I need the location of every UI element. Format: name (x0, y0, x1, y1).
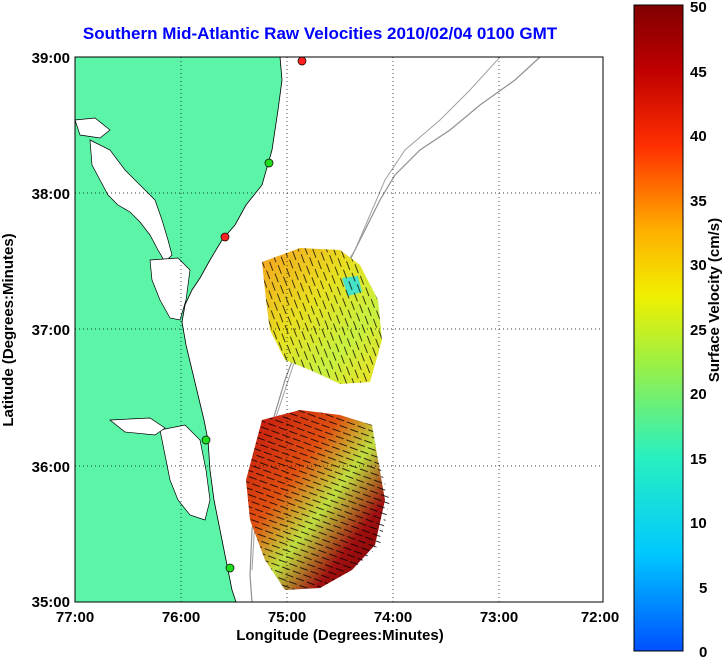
station-marker (220, 232, 230, 242)
colorbar-label: Surface Velocity (cm/s) (706, 218, 723, 382)
x-tick-label: 76:00 (162, 609, 200, 626)
pamlico-sound (159, 424, 211, 521)
colorbar-tick: 15 (690, 451, 707, 468)
grid (75, 57, 603, 602)
colorbar-tick: 10 (690, 515, 707, 532)
bay-mouth (149, 257, 191, 321)
colorbar-tick: 35 (690, 193, 707, 210)
y-tick-label: 38:00 (32, 186, 70, 203)
y-axis-label: Latitude (Degrees:Minutes) (0, 233, 17, 426)
x-tick-label: 73:00 (480, 609, 518, 626)
colorbar-tick: 30 (690, 257, 707, 274)
colorbar-tick: 20 (690, 386, 707, 403)
map-title: Southern Mid-Atlantic Raw Velocities 201… (82, 24, 558, 43)
x-tick-label: 77:00 (56, 609, 94, 626)
station-marker (201, 435, 211, 445)
velocity-arrows-north (262, 248, 382, 384)
chesapeake-bay (89, 139, 173, 263)
colorbar (633, 4, 684, 652)
y-tick-label: 35:00 (32, 594, 70, 611)
colorbar-tick: 25 (690, 322, 707, 339)
station-marker (225, 563, 235, 573)
y-tick-label: 39:00 (32, 50, 70, 67)
y-tick-label: 36:00 (32, 459, 70, 476)
colorbar-tick: 5 (699, 580, 707, 597)
colorbar-tick: 40 (690, 128, 707, 145)
plot-border (74, 56, 604, 603)
velocity-arrows-south (246, 410, 390, 590)
colorbar-tick: 45 (690, 64, 707, 81)
delaware-bay (75, 117, 111, 139)
x-tick-label: 74:00 (374, 609, 412, 626)
station-marker (264, 158, 274, 168)
x-axis-label: Longitude (Degrees:Minutes) (236, 627, 444, 644)
colorbar-tick: 0 (699, 644, 707, 659)
y-tick-label: 37:00 (32, 322, 70, 339)
colorbar-tick: 50 (690, 0, 707, 16)
station-marker (297, 57, 307, 66)
x-tick-label: 72:00 (581, 609, 619, 626)
albemarle-sound (109, 417, 166, 436)
x-tick-label: 75:00 (268, 609, 306, 626)
